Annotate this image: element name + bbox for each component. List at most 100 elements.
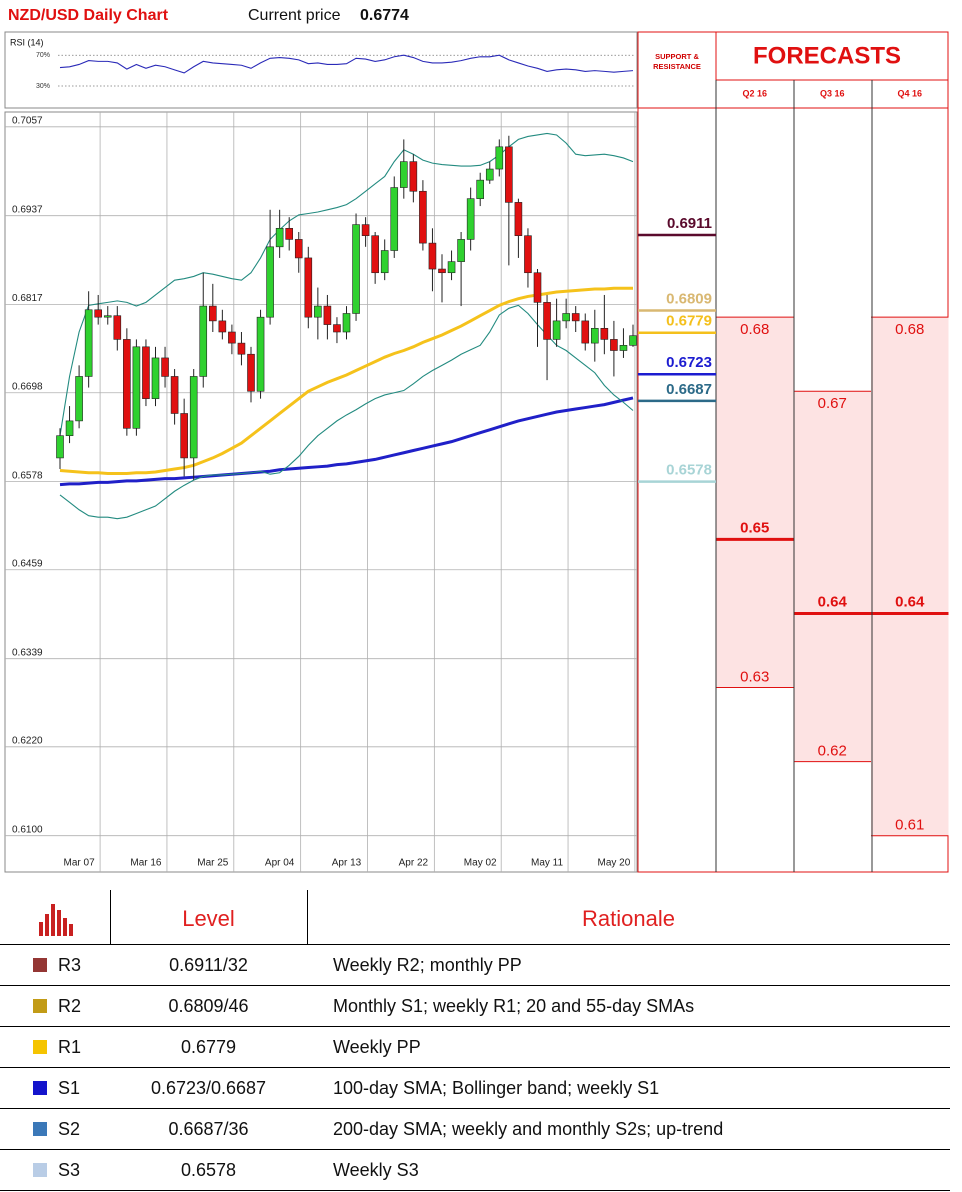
candle-body — [581, 320, 590, 344]
candle-body — [180, 413, 188, 459]
quarter-label: Q4 16 — [897, 88, 922, 98]
row-rationale: 100-day SMA; Bollinger band; weekly S1 — [333, 1078, 660, 1098]
candle-body — [189, 376, 198, 459]
candle-body — [409, 161, 418, 192]
candle-body — [304, 257, 313, 318]
level-label: 0.6687 — [666, 381, 712, 398]
row-label: R2 — [58, 996, 82, 1016]
forecast-label: 0.68 — [895, 321, 924, 338]
indicator-line — [59, 132, 634, 436]
divider — [307, 890, 308, 944]
candle-body — [505, 146, 513, 203]
candle-body — [533, 272, 542, 303]
candle-body — [228, 331, 236, 344]
candle-body — [419, 190, 427, 244]
row-label: R3 — [58, 955, 82, 975]
candle-body — [113, 315, 122, 340]
candle-body — [275, 227, 284, 248]
candle-body — [371, 235, 379, 274]
x-tick-label: Mar 25 — [197, 858, 229, 869]
level-label: 0.6723 — [666, 354, 712, 371]
y-tick-label: 0.6817 — [12, 293, 43, 304]
row-marker — [33, 1163, 47, 1177]
candle-body — [514, 202, 523, 237]
candle-body — [571, 313, 580, 322]
candle-body — [94, 309, 102, 318]
candle-body — [161, 357, 169, 377]
candle-body — [380, 250, 389, 274]
y-tick-label: 30% — [36, 83, 50, 90]
row-rationale: 200-day SMA; weekly and monthly S2s; up-… — [333, 1119, 724, 1139]
candle-body — [342, 313, 351, 333]
candle-body — [447, 261, 456, 274]
levels-table: Level Rationale R3 0.6911/32 Weekly R2; mo… — [0, 880, 950, 1191]
candle-body — [361, 224, 370, 237]
y-tick-label: 0.6459 — [12, 558, 43, 569]
rsi-title: RSI (14) — [10, 37, 44, 47]
candle-body — [485, 168, 494, 181]
forecast-range — [871, 317, 949, 836]
candle-body — [103, 315, 112, 318]
table-row: S3 0.6578 Weekly S3 — [0, 1150, 950, 1191]
candle-body — [199, 305, 208, 377]
candle-body — [590, 327, 599, 344]
table-row: R1 0.6779 Weekly PP — [0, 1027, 950, 1068]
row-marker — [33, 1122, 47, 1136]
candle-body — [247, 353, 255, 392]
row-marker — [33, 999, 47, 1013]
x-tick-label: Apr 04 — [265, 858, 295, 869]
row-level: 0.6687/36 — [168, 1119, 249, 1139]
candle-body — [218, 320, 227, 333]
level-label: 0.6911 — [667, 215, 712, 232]
x-tick-label: Mar 16 — [130, 858, 162, 869]
row-level: 0.6779 — [180, 1037, 237, 1057]
level-label: 0.6578 — [666, 462, 712, 479]
row-rationale: Weekly PP — [333, 1037, 421, 1057]
quarter-label: Q2 16 — [742, 88, 767, 98]
row-marker — [33, 1081, 47, 1095]
candle-body — [466, 198, 475, 240]
candle-body — [552, 320, 561, 340]
row-level: 0.6911/32 — [169, 955, 248, 975]
x-tick-label: Apr 13 — [332, 858, 362, 869]
forecast-label: 0.63 — [740, 669, 769, 686]
row-level: 0.6809/46 — [168, 996, 249, 1016]
forecast-label: 0.62 — [818, 743, 847, 760]
chart-area: NZD/USD Daily Chart Current price 0.6774… — [4, 7, 949, 873]
price-value: 0.6774 — [360, 7, 409, 24]
row-marker — [33, 958, 47, 972]
table-header: Level Rationale — [0, 880, 950, 945]
x-tick-label: Apr 22 — [399, 858, 429, 869]
row-rationale: Monthly S1; weekly R1; 20 and 55-day SMA… — [333, 996, 695, 1016]
row-rationale: Weekly R2; monthly PP — [333, 955, 522, 975]
row-label: S2 — [58, 1119, 81, 1139]
candle-body — [428, 242, 437, 270]
indicator-line — [59, 396, 634, 487]
quarter-label: Q3 16 — [820, 88, 845, 98]
candle-body — [495, 146, 504, 170]
price-frame — [4, 111, 638, 873]
candle-body — [600, 327, 609, 340]
y-tick-label: 0.6578 — [12, 470, 43, 481]
level-label: 0.6779 — [666, 313, 712, 330]
row-marker — [33, 1040, 47, 1054]
candle-body — [352, 224, 360, 314]
candle-body — [438, 268, 446, 274]
level-label: 0.6809 — [666, 290, 712, 307]
forecast-label: 0.68 — [740, 321, 769, 338]
candle-body — [142, 346, 150, 399]
column-header: Level — [182, 906, 235, 931]
y-tick-label: 0.6937 — [12, 204, 43, 215]
candle-body — [543, 302, 551, 340]
forecast-title: FORECASTS — [753, 42, 901, 69]
y-tick-label: 0.7057 — [12, 115, 43, 126]
candle-body — [170, 376, 179, 414]
row-rationale: Weekly S3 — [333, 1160, 419, 1180]
x-tick-label: May 02 — [464, 858, 497, 869]
forecast-label: 0.64 — [818, 593, 848, 610]
candle-body — [209, 305, 217, 322]
candle-body — [476, 179, 485, 199]
forecast-label: 0.64 — [895, 593, 925, 610]
candle-body — [457, 239, 465, 262]
candle-body — [399, 161, 408, 188]
